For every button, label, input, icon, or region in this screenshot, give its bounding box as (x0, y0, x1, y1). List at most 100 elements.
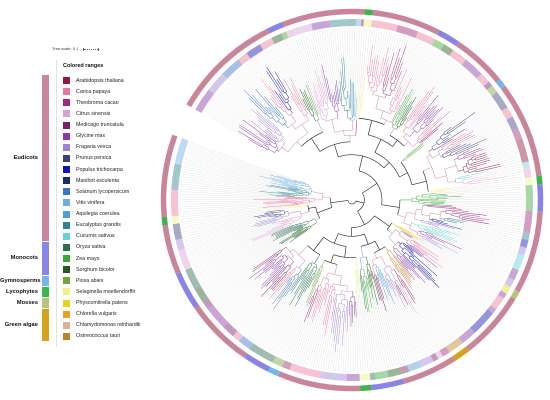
legend-swatch (63, 332, 70, 340)
group-ring-segment (372, 9, 440, 35)
group-label-gymnosperms: Gymnosperms (0, 277, 41, 284)
branches-ostreococcus-tauri (384, 246, 412, 289)
legend-item-chlamydomonas-reinhardtii: Chlamydomonas reinhardtii (63, 321, 140, 329)
species-ring-segment (508, 267, 519, 281)
species-ring-segment (504, 276, 515, 288)
species-ring-segment (470, 309, 493, 333)
group-bar-eudicots (42, 75, 49, 242)
legend-label: Cucumis sativus (76, 233, 115, 240)
branches-solanum-lycopersicum (243, 89, 302, 310)
group-bar-mosses (42, 297, 49, 308)
species-ring-segment (511, 128, 523, 141)
legend-item-vitis-vinifera: Vitis vinifera (63, 199, 104, 207)
group-ring (160, 8, 544, 392)
branches-fragaria-vesca (250, 108, 459, 353)
legend-swatch (63, 277, 70, 285)
species-ring-segment (406, 360, 422, 372)
species-ring-segment (249, 343, 276, 363)
species-ring (171, 19, 533, 381)
species-ring-segment (486, 85, 498, 97)
legend-item-zea-mays: Zea mays (63, 255, 99, 263)
legend-label: Theobroma cacao (76, 99, 119, 106)
branches-picea-abies (306, 142, 424, 307)
legend-item-physcomitrella-patens: Physcomitrella patens (63, 299, 128, 307)
branches-sorghum-bicolor (279, 88, 417, 305)
group-ring-segment (514, 211, 543, 293)
species-ring-segment (178, 248, 192, 271)
species-ring-segment (363, 19, 372, 28)
species-ring-segment (238, 52, 251, 65)
group-ring-segment (465, 296, 516, 352)
branches-physcomitrella-patens (391, 222, 424, 242)
species-ring-segment (396, 24, 419, 39)
tree-scale-value: 0.1 (72, 46, 79, 51)
leader-lines (179, 27, 525, 373)
legend-item-selaginella-moellendorffii: Selaginella moellendorffii (63, 288, 135, 296)
group-label-eudicots: Eudicots (13, 155, 38, 162)
legend-item-arabidopsis-thaliana: Arabidopsis thaliana (63, 77, 124, 85)
legend-swatch (63, 88, 70, 96)
group-bar-gymnosperms (42, 275, 49, 286)
species-ring-segment (515, 138, 529, 163)
legend-item-eucalyptus-grandis: Eucalyptus grandis (63, 221, 121, 229)
species-ring-segment (289, 363, 322, 379)
species-ring-segment (387, 367, 402, 378)
legend-swatch (63, 210, 70, 218)
species-ring-segment (222, 59, 243, 79)
species-ring-segment (430, 352, 439, 362)
legend-label: Arabidopsis thaliana (76, 77, 124, 84)
species-ring-segment (171, 215, 180, 225)
branches-backbone (301, 117, 429, 265)
legend-label: Oryza sativa (76, 244, 106, 251)
group-ring-segment (500, 85, 542, 177)
species-ring-segment (171, 163, 182, 191)
species-ring-segment (195, 89, 215, 114)
species-ring-segment (320, 371, 347, 381)
species-ring-segment (487, 305, 497, 314)
species-ring-segment (202, 298, 214, 310)
legend-swatch (63, 143, 70, 151)
legend-swatch (63, 221, 70, 229)
species-ring-segment (185, 267, 201, 290)
species-ring-segment (434, 350, 443, 360)
species-ring-segment (483, 81, 493, 91)
species-ring-segment (500, 283, 511, 295)
group-ring-segment (175, 271, 200, 309)
legend-item-fragaria-vesca: Fragaria vesca (63, 143, 111, 151)
species-ring-segment (175, 238, 185, 251)
legend-swatch (63, 243, 70, 251)
species-ring-segment (238, 335, 254, 350)
group-ring-segment (162, 224, 181, 275)
legend-item-glycine-max: Glycine max (63, 132, 105, 140)
legend-swatch (63, 299, 70, 307)
species-ring-segment (519, 238, 529, 248)
branches-prunus-persica (253, 112, 487, 219)
branches-zea-mays (305, 84, 462, 313)
legend-swatch (63, 199, 70, 207)
legend-item-cucumis-sativus: Cucumis sativus (63, 232, 115, 240)
species-ring-segment (329, 19, 357, 28)
legend-title: Colored ranges (63, 63, 104, 69)
species-ring-segment (501, 107, 513, 120)
legend-item-ostreococcus-tauri: Ostreococcus tauri (63, 332, 120, 340)
species-ring-segment (431, 39, 445, 51)
species-ring-segment (246, 44, 264, 59)
species-ring-segment (374, 370, 389, 380)
legend-swatch (63, 188, 70, 196)
branches-arabidopsis-thaliana (355, 120, 502, 301)
species-ring-segment (497, 290, 507, 299)
legend-swatch (63, 154, 70, 162)
species-ring-segment (418, 355, 434, 368)
species-ring-segment (311, 20, 331, 31)
leader-lines-path (179, 27, 525, 373)
legend-item-solanum-lycopersicum: Solanum lycopersicum (63, 188, 129, 196)
branches-medicago-truncatula (252, 122, 443, 312)
group-label-mosses: Mosses (16, 299, 38, 306)
legend-item-populus-trichocarpa: Populus trichocarpa (63, 166, 123, 174)
legend-item-chlorella-vulgaris: Chlorella vulgaris (63, 310, 117, 318)
group-ring-segment (452, 346, 470, 361)
species-ring-segment (285, 23, 313, 39)
legend-swatch (63, 310, 70, 318)
species-ring-segment (522, 166, 532, 178)
legend-label: Populus trichocarpa (76, 166, 123, 173)
